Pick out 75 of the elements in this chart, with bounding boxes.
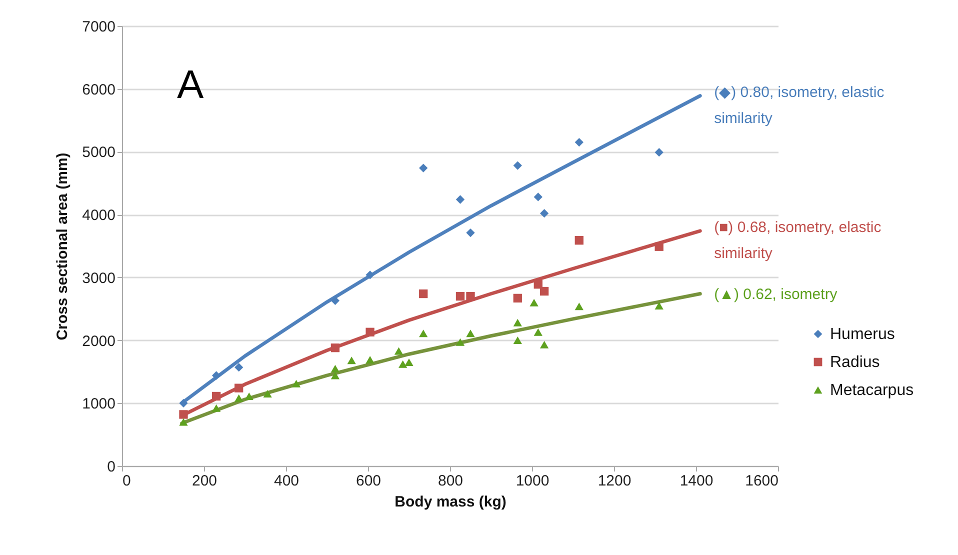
annotation: A <box>177 63 204 107</box>
y-tick-label: 4000 <box>82 207 116 224</box>
x-tick-label: 0 <box>122 472 131 490</box>
point <box>466 292 475 301</box>
point <box>419 289 428 298</box>
point <box>513 161 522 170</box>
point <box>234 362 244 372</box>
x-tick-label: 800 <box>438 472 464 490</box>
y-axis-title: Cross sectional area (mm) <box>54 152 72 340</box>
point <box>292 380 301 388</box>
point <box>540 340 549 348</box>
y-tick-label: 7000 <box>82 18 116 36</box>
point <box>574 236 584 245</box>
point <box>366 270 374 280</box>
point <box>540 286 549 296</box>
x-tick-label: 1400 <box>680 472 714 490</box>
point <box>540 208 549 218</box>
point <box>330 372 340 380</box>
point <box>330 344 340 352</box>
point <box>366 356 374 364</box>
point <box>654 242 664 251</box>
x-tick-label: 200 <box>192 472 218 490</box>
point <box>534 328 542 336</box>
point <box>456 292 465 301</box>
point <box>466 228 475 238</box>
point <box>394 347 404 355</box>
point <box>212 392 221 401</box>
point <box>513 336 522 344</box>
x-tick-label: 400 <box>274 472 300 490</box>
y-tick-label: 1000 <box>82 396 116 413</box>
legend-label: Humerus <box>830 326 895 343</box>
x-axis-title: Body mass (kg) <box>394 494 506 510</box>
y-tick-label: 3000 <box>82 270 116 287</box>
point <box>366 328 374 336</box>
point <box>534 280 542 289</box>
point <box>179 398 188 408</box>
point <box>530 298 538 306</box>
point <box>263 390 272 398</box>
point <box>513 318 522 326</box>
annotation: (▲) 0.62, isometry <box>714 286 838 303</box>
y-tick-label: 2000 <box>82 332 116 350</box>
x-tick-label: 600 <box>356 472 382 490</box>
x-tick-label: 1000 <box>516 472 550 490</box>
point <box>574 138 584 147</box>
point <box>212 404 221 412</box>
x-tick-label: 1200 <box>598 472 632 490</box>
point <box>419 164 428 172</box>
point <box>330 364 340 372</box>
point <box>234 394 244 402</box>
point <box>244 392 254 400</box>
point <box>654 148 664 157</box>
point <box>179 418 188 426</box>
legend-label: Radius <box>830 354 880 371</box>
point <box>574 302 584 310</box>
point <box>179 410 188 419</box>
y-tick-label: 0 <box>107 458 116 476</box>
y-tick-label: 5000 <box>82 144 116 162</box>
x-tick-label: 1600 <box>745 472 778 490</box>
point <box>466 330 475 338</box>
point <box>404 358 414 366</box>
legend-label: Metacarpus <box>830 382 914 399</box>
point <box>330 296 340 306</box>
y-tick-label: 6000 <box>82 81 116 98</box>
point <box>398 360 408 368</box>
annotation: (◆) 0.80, isometry, elastic similarity <box>714 84 885 127</box>
line-series <box>180 292 702 426</box>
point <box>513 294 522 302</box>
point <box>347 356 356 364</box>
point <box>456 195 465 204</box>
point <box>419 330 428 338</box>
annotation: (■) 0.68, isometry, elastic similarity <box>714 218 882 262</box>
point <box>534 192 542 202</box>
point <box>234 384 244 392</box>
point <box>456 338 465 346</box>
point <box>654 302 664 310</box>
